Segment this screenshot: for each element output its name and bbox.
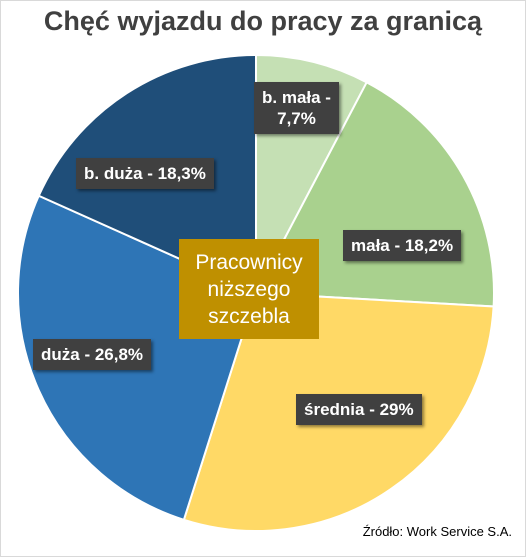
chart-title: Chęć wyjazdu do pracy za granicą: [43, 6, 483, 36]
source-note: Źródło: Work Service S.A.: [362, 524, 512, 539]
slice-label-mala: mała - 18,2%: [343, 230, 462, 261]
slice-label-b-mala: b. mała - 7,7%: [254, 82, 339, 134]
slice-label-srednia: średnia - 29%: [296, 394, 422, 425]
slice-label-b-duza: b. duża - 18,3%: [76, 158, 214, 189]
slice-label-duza: duża - 26,8%: [33, 339, 152, 370]
center-label: Pracownicy niższego szczebla: [179, 239, 319, 339]
